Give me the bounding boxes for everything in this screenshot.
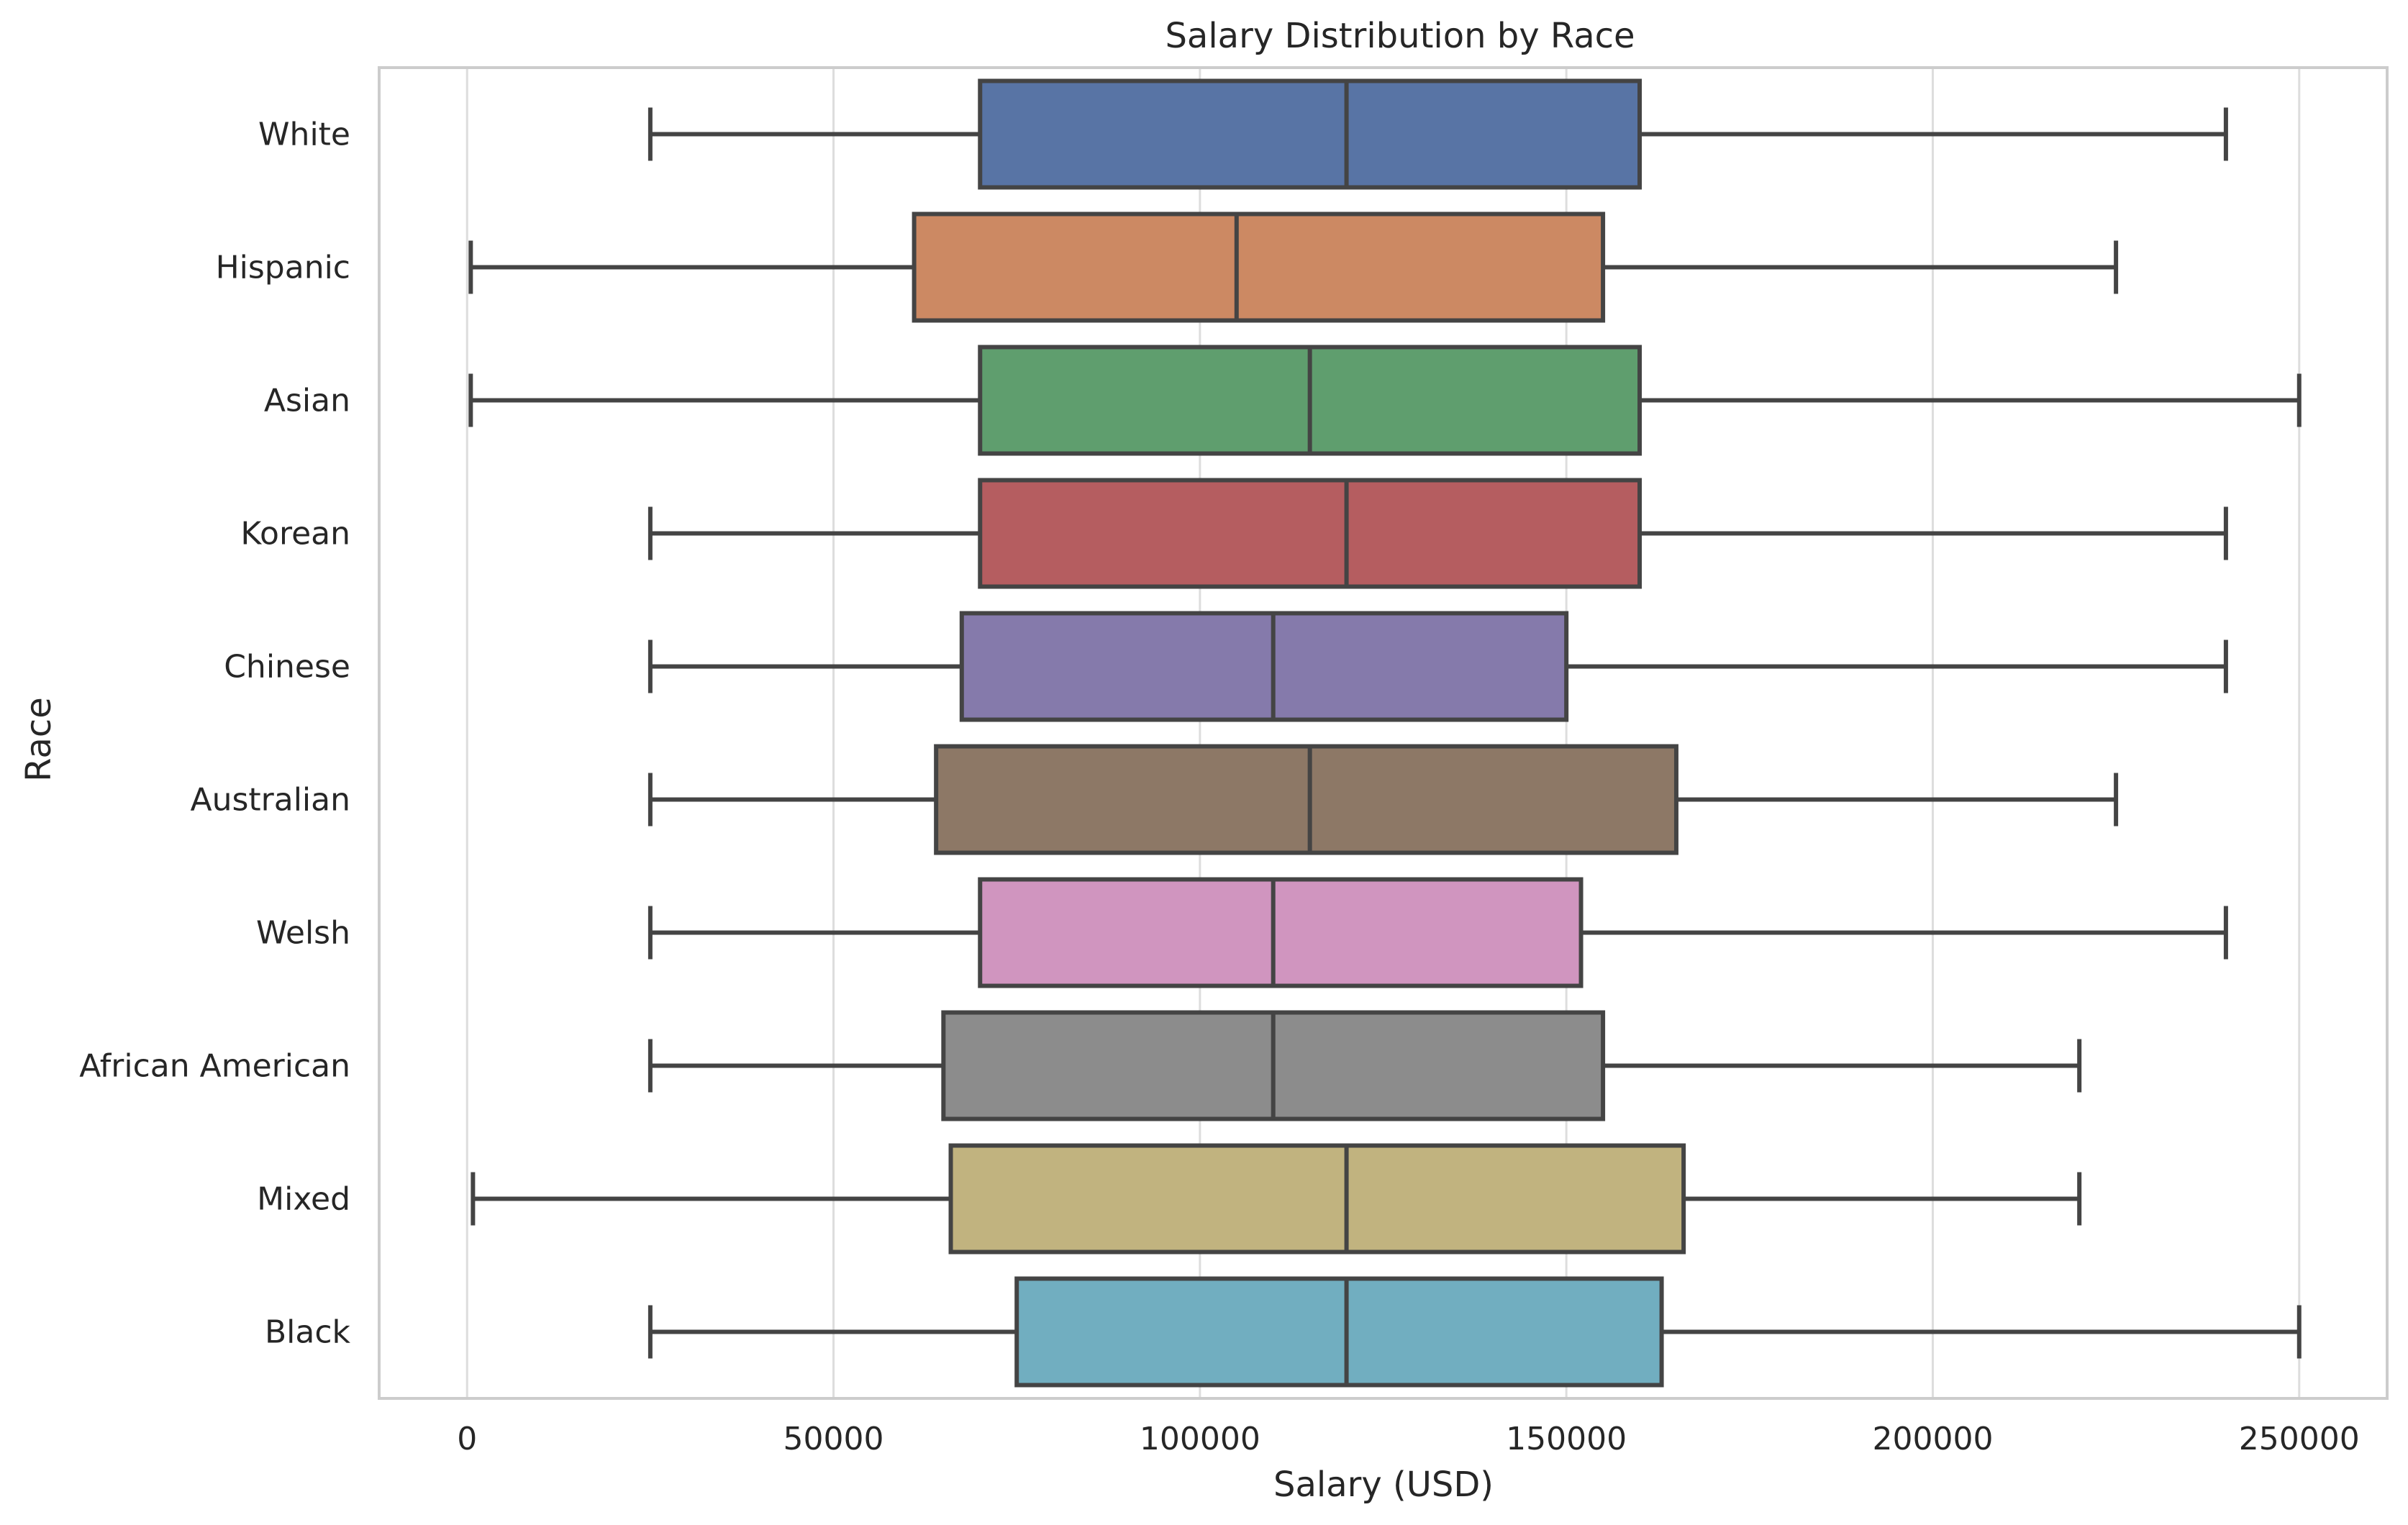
box-chinese [648,611,2228,722]
x-tick-label: 100000 [1140,1421,1260,1457]
y-tick-label: Australian [190,782,350,819]
iqr-box [1014,1276,1664,1388]
box-korean [648,478,2228,589]
iqr-box [978,478,1643,589]
y-tick-label: African American [79,1048,350,1085]
box-black [648,1276,2302,1388]
iqr-box [978,78,1643,190]
box-mixed [471,1143,2082,1255]
box-asian [468,345,2302,456]
y-tick-labels: White Hispanic Asian Korean Chinese Australia… [79,117,350,1351]
box-layer [468,78,2302,1388]
y-tick-label: Chinese [224,649,350,686]
x-tick-label: 250000 [2239,1421,2360,1457]
iqr-box [959,611,1569,722]
y-tick-label: White [258,117,350,153]
plot-frame [378,66,2389,1400]
y-tick-label: Hispanic [216,250,350,286]
box-australian [648,744,2119,855]
iqr-box [934,744,1678,855]
box-welsh [648,877,2228,988]
x-tick-label: 50000 [783,1421,884,1457]
box-african-american [648,1010,2082,1121]
iqr-box [948,1143,1686,1255]
y-axis-label: Race [19,697,59,782]
y-tick-label: Black [265,1314,351,1351]
box-hispanic [468,211,2119,323]
y-tick-label: Korean [240,516,350,552]
iqr-box [912,211,1606,323]
x-axis-label: Salary (USD) [1273,1465,1494,1505]
y-tick-label: Mixed [257,1181,350,1218]
x-tick-label: 200000 [1872,1421,1993,1457]
chart-title: Salary Distribution by Race [1165,16,1635,56]
box-white [648,78,2228,190]
y-tick-label: Welsh [256,915,350,952]
x-tick-label: 150000 [1506,1421,1627,1457]
x-tick-labels: 0 50000 100000 150000 200000 250000 [457,1421,2360,1457]
y-tick-label: Asian [264,383,350,419]
iqr-box [978,877,1584,988]
x-tick-label: 0 [457,1421,477,1457]
